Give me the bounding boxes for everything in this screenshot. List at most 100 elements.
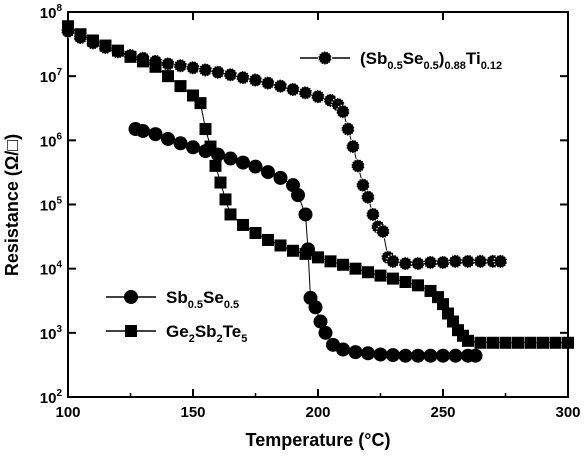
data-point	[337, 258, 349, 271]
data-point	[236, 155, 250, 170]
x-tick-label: 250	[430, 404, 455, 421]
series-line	[67, 25, 568, 344]
data-point	[198, 62, 213, 78]
data-point	[308, 300, 323, 315]
data-point	[336, 342, 350, 357]
data-point	[493, 254, 508, 269]
data-point	[74, 28, 87, 41]
data-point	[340, 121, 356, 137]
x-tick-label: 100	[55, 404, 80, 421]
legend-marker	[124, 290, 138, 304]
data-point	[194, 97, 207, 110]
data-point	[260, 75, 276, 91]
data-point	[174, 80, 187, 93]
data-point	[287, 244, 299, 257]
x-axis-label: Temperature (°C)	[246, 430, 391, 450]
data-point	[365, 207, 381, 222]
data-point	[374, 269, 387, 282]
legend-marker	[317, 50, 333, 66]
data-point	[173, 58, 188, 74]
data-point	[398, 348, 413, 363]
data-point	[185, 60, 201, 76]
y-tick-label: 104	[40, 260, 63, 279]
data-point	[149, 60, 162, 73]
data-point	[99, 39, 112, 52]
data-point	[273, 78, 288, 94]
data-point	[112, 44, 124, 57]
series-layer	[60, 20, 574, 363]
legend-label: Ge2Sb2Te5	[166, 322, 247, 345]
data-point	[350, 158, 366, 174]
data-point	[386, 348, 400, 363]
data-point	[362, 266, 374, 279]
legend-item-gst: Ge2Sb2Te5	[106, 322, 247, 345]
legend-label: Sb0.5Se0.5	[166, 288, 239, 311]
data-point	[537, 336, 549, 349]
y-tick-label: 102	[40, 388, 63, 407]
data-point	[223, 67, 238, 83]
data-point	[298, 85, 313, 101]
data-point	[148, 127, 163, 142]
data-point	[186, 140, 200, 155]
data-point	[399, 275, 412, 288]
data-point	[435, 255, 451, 270]
series-sbse	[128, 122, 483, 363]
data-point	[261, 165, 275, 180]
data-point	[487, 336, 499, 349]
data-point	[512, 336, 524, 349]
data-point	[499, 336, 512, 349]
data-point	[423, 255, 438, 270]
data-point	[223, 151, 238, 166]
data-point	[161, 131, 175, 146]
data-point	[313, 314, 328, 329]
y-tick-label: 108	[40, 3, 63, 22]
data-point	[249, 226, 262, 239]
data-point	[235, 70, 251, 85]
series-gst	[62, 20, 574, 349]
data-point	[262, 233, 274, 246]
data-point	[348, 345, 363, 360]
data-point	[312, 251, 324, 264]
data-point	[136, 123, 150, 138]
data-point	[248, 72, 263, 88]
data-point	[298, 207, 313, 222]
data-point	[62, 20, 74, 33]
legend-item-sbse_ti: (Sb0.5Se0.5)0.88Ti0.12	[300, 49, 502, 72]
data-point	[411, 348, 425, 363]
data-point	[412, 279, 424, 292]
data-point	[318, 325, 333, 340]
data-point	[448, 348, 463, 363]
data-point	[473, 254, 488, 269]
data-point	[324, 255, 337, 268]
data-point	[219, 193, 232, 206]
y-tick-label: 106	[40, 131, 63, 150]
data-point	[437, 298, 449, 311]
data-point	[209, 159, 222, 172]
legend-label: (Sb0.5Se0.5)0.88Ti0.12	[360, 49, 502, 72]
y-tick-label: 105	[40, 196, 63, 215]
data-point	[160, 56, 176, 72]
data-point	[162, 70, 174, 83]
data-point	[460, 254, 476, 269]
data-point	[210, 65, 226, 80]
data-point	[436, 348, 450, 363]
axis-layer: 100 150 200 250 300 102 103 104 105 106 107 108	[40, 3, 581, 421]
legend-item-sbse: Sb0.5Se0.5	[106, 288, 239, 311]
y-tick-label: 107	[40, 67, 63, 86]
data-point	[248, 159, 263, 174]
data-point	[273, 170, 288, 185]
data-point	[423, 348, 438, 363]
data-point	[87, 34, 99, 47]
data-point	[199, 123, 212, 136]
data-point	[375, 224, 391, 239]
data-point	[310, 89, 326, 104]
data-point	[549, 336, 562, 349]
data-point	[349, 262, 362, 275]
y-axis-label: Resistance (Ω/□)	[2, 134, 22, 276]
y-tick-label: 103	[40, 324, 63, 343]
data-point	[361, 346, 375, 361]
legend-marker	[125, 325, 137, 337]
data-point	[398, 256, 413, 271]
data-point	[387, 272, 399, 285]
